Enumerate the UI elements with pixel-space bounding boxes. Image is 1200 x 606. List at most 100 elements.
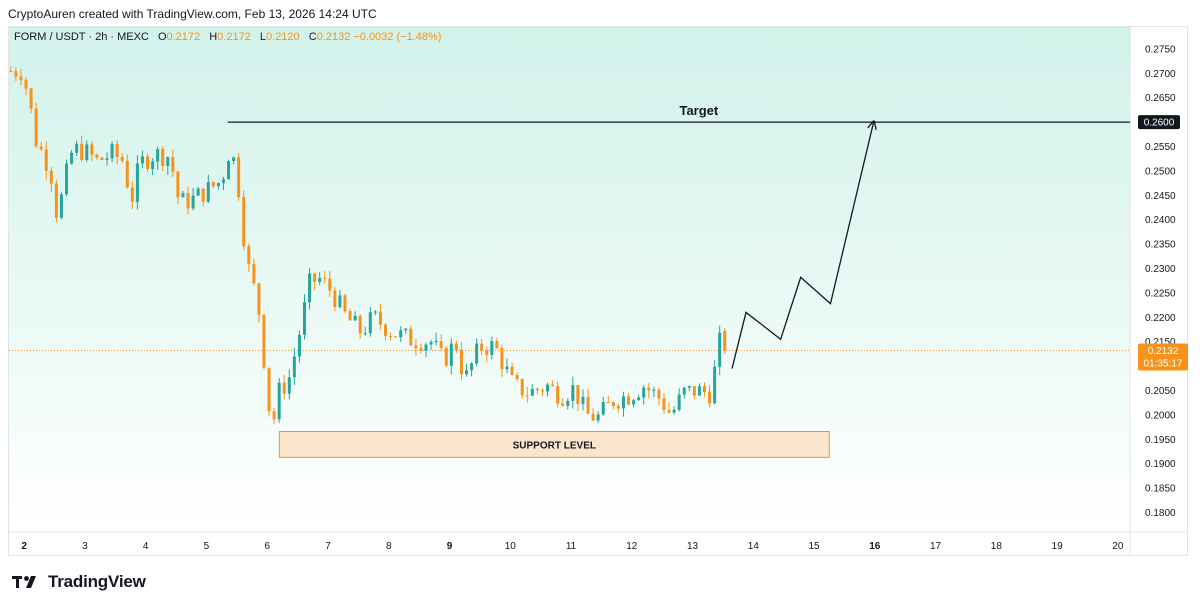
x-tick-label: 12 [626, 541, 638, 552]
candle-body [257, 283, 261, 315]
candle-body [394, 336, 398, 338]
candle-body [171, 157, 175, 172]
target-group: Target [227, 103, 1130, 123]
candle-body [682, 387, 686, 395]
candle-body [419, 348, 423, 351]
candle-body [308, 273, 312, 303]
candle-body [586, 396, 590, 414]
candle-body [424, 344, 428, 351]
candle-body [130, 187, 134, 202]
y-tick-label: 0.2250 [1145, 288, 1176, 299]
x-tick-label: 13 [687, 541, 699, 552]
candle-body [85, 144, 89, 160]
x-tick-label: 6 [264, 541, 270, 552]
candle-body [363, 333, 367, 335]
candle-body [697, 386, 701, 396]
candle-body [29, 88, 33, 109]
ohlc-legend: FORM / USDT · 2h · MEXC O0.2172 H0.2172 … [14, 31, 441, 43]
candle-body [571, 385, 575, 401]
x-tick-label: 20 [1112, 541, 1124, 552]
candle-body [368, 312, 372, 334]
candle-body [14, 71, 18, 77]
candle-body [115, 143, 119, 157]
candle-body [242, 197, 246, 247]
candle-body [723, 330, 727, 351]
y-tick-label: 0.2700 [1145, 69, 1176, 80]
candle-body [49, 170, 53, 184]
candle-body [140, 156, 144, 164]
high-label: H [209, 31, 218, 43]
y-tick-label: 0.1900 [1145, 459, 1176, 470]
candle-body [708, 392, 712, 404]
candle-body [606, 402, 610, 404]
candle-body [201, 188, 205, 202]
candle-body [515, 375, 519, 379]
target-label: Target [679, 103, 718, 118]
candle-body [216, 183, 220, 187]
candle-body [267, 367, 271, 412]
candle-body [191, 195, 195, 209]
candle-body [358, 315, 362, 334]
y-tick-label: 0.2300 [1145, 264, 1176, 275]
candle-body [70, 152, 74, 164]
candle-body [384, 324, 388, 337]
x-tick-label: 19 [1052, 541, 1064, 552]
y-tick-label: 0.2050 [1145, 386, 1176, 397]
candle-body [672, 409, 676, 413]
candle-body [480, 343, 484, 351]
open-label: O [157, 31, 167, 43]
candle-body [323, 277, 327, 279]
low-label: L [259, 31, 267, 43]
candle-body [9, 70, 13, 72]
candle-body [328, 278, 332, 291]
x-tick-label: 15 [808, 541, 820, 552]
candle-body [647, 387, 651, 391]
candle-body [662, 398, 666, 411]
x-tick-label: 2 [21, 541, 27, 552]
change-value: −0.0032 (−1.48%) [353, 31, 442, 43]
candle-body [146, 156, 150, 169]
candle-body [151, 161, 155, 169]
candle-body [434, 341, 438, 343]
candle-body [313, 273, 317, 282]
candle-body [713, 366, 717, 404]
candle-body [348, 311, 352, 321]
candle-body [404, 328, 408, 331]
x-tick-label: 7 [325, 541, 331, 552]
candle-body [206, 182, 210, 202]
x-tick-label: 3 [82, 541, 88, 552]
candle-body [495, 341, 499, 349]
x-tick-label: 17 [930, 541, 942, 552]
candle-body [525, 395, 529, 397]
candle-body [510, 366, 514, 376]
y-tick-label: 0.1800 [1145, 508, 1176, 519]
y-tick-label: 0.2450 [1145, 191, 1176, 202]
candle-body [277, 382, 281, 420]
x-tick-label: 14 [748, 541, 760, 552]
candle-body [692, 386, 696, 396]
candle-body [652, 389, 656, 391]
y-tick-label: 0.2200 [1145, 313, 1176, 324]
candle-body [292, 356, 296, 378]
author-credit: CryptoAuren created with TradingView.com… [8, 7, 377, 21]
candle-body [232, 157, 236, 162]
close-value: 0.2132 [316, 31, 351, 43]
candle-body [642, 387, 646, 398]
x-tick-label: 10 [505, 541, 517, 552]
tradingview-logo[interactable]: TradingView [12, 572, 146, 592]
candle-body [34, 108, 38, 147]
projection-path [731, 122, 874, 369]
candle-body [176, 171, 180, 198]
candle-body [44, 149, 48, 171]
candle-body [24, 80, 28, 89]
candle-body [227, 161, 231, 180]
candle-body [373, 311, 377, 313]
y-tick-label: 0.2400 [1145, 215, 1176, 226]
candle-body [19, 76, 23, 81]
support-zone [278, 430, 830, 458]
candle-body [75, 143, 79, 153]
candle-body [186, 193, 190, 209]
x-tick-label: 18 [991, 541, 1003, 552]
